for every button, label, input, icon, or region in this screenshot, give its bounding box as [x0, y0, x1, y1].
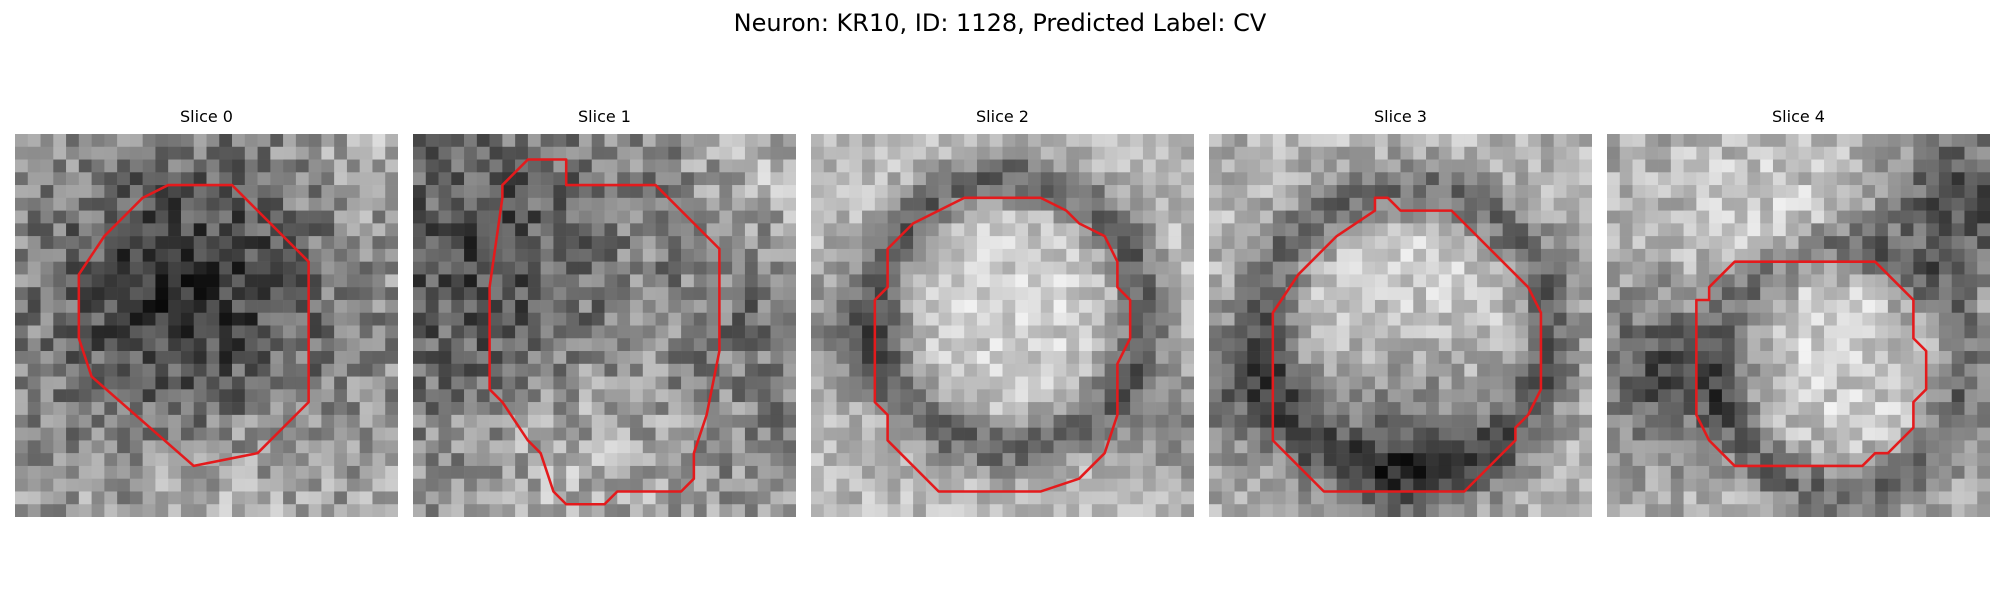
- slice-title: Slice 2: [976, 107, 1029, 126]
- roi-contour: [488, 158, 721, 506]
- slice-title: Slice 0: [180, 107, 233, 126]
- pixel-grid: [1209, 134, 1592, 517]
- roi-contour: [1695, 260, 1928, 468]
- slice-panel-2: Slice 2: [811, 107, 1194, 517]
- pixel-grid: [15, 134, 398, 517]
- slice-panel-0: Slice 0: [15, 107, 398, 517]
- pixel-grid: [1607, 134, 1990, 517]
- slice-image: [1209, 134, 1592, 517]
- slice-image: [15, 134, 398, 517]
- pixel-grid: [413, 134, 796, 517]
- roi-contour: [1271, 196, 1543, 493]
- slice-title: Slice 4: [1772, 107, 1825, 126]
- slice-panel-1: Slice 1: [413, 107, 796, 517]
- pixel-grid: [811, 134, 1194, 517]
- slice-panel-4: Slice 4: [1607, 107, 1990, 517]
- slice-panel-3: Slice 3: [1209, 107, 1592, 517]
- slice-title: Slice 3: [1374, 107, 1427, 126]
- slice-title: Slice 1: [578, 107, 631, 126]
- roi-contour: [873, 196, 1132, 493]
- slice-image: [1607, 134, 1990, 517]
- roi-contour: [77, 183, 310, 468]
- slice-image: [413, 134, 796, 517]
- figure-title: Neuron: KR10, ID: 1128, Predicted Label:…: [733, 9, 1267, 37]
- slice-image: [811, 134, 1194, 517]
